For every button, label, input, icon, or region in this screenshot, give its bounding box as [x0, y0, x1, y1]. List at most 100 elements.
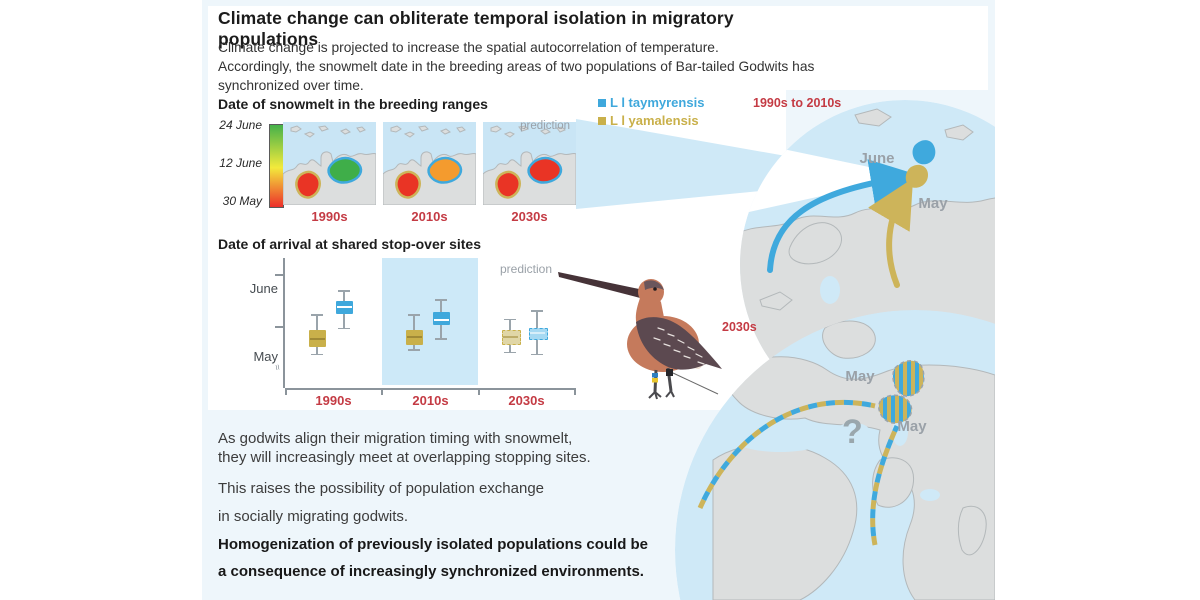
x-tick-4	[574, 388, 576, 395]
outro-line-1b: they will increasingly meet at overlappi…	[218, 449, 591, 466]
boxplot-box	[432, 312, 450, 326]
boxplot-median	[406, 336, 422, 339]
snowmelt-heading: Date of snowmelt in the breeding ranges	[218, 96, 488, 112]
boxplot-whisker-cap	[408, 349, 420, 351]
mixed-route-west	[697, 399, 876, 510]
mixed-route-south	[870, 424, 900, 546]
bird-band-yellow	[652, 378, 658, 383]
x-label-2030s: 2030s	[508, 393, 545, 408]
globe-top-may-label: May	[918, 195, 948, 212]
legend-label-yamalensis: L l yamalensis	[610, 113, 699, 128]
map-prediction-note: prediction	[520, 120, 570, 132]
intro-line-1: Climate change is projected to increase …	[218, 40, 719, 55]
boxplot-box	[528, 327, 548, 341]
scale-label-top: 24 June	[219, 118, 262, 132]
outro-line-3b: a consequence of increasingly synchroniz…	[218, 563, 644, 580]
yamalensis-range	[395, 170, 421, 199]
globe-bottom-may-label-2: May	[897, 418, 927, 435]
spotlight-wedge	[740, 140, 912, 214]
boxplot-whisker-cap	[531, 310, 543, 312]
globe-bottom	[675, 310, 995, 600]
bird-feet	[648, 390, 675, 400]
yamalensis-route-arrow	[868, 178, 914, 288]
globe-top-june-label: June	[859, 150, 895, 167]
boxplot-median	[336, 305, 352, 308]
bird-eye	[653, 287, 657, 291]
globe-top-period-label: 1990s to 2010s	[753, 96, 842, 110]
map-label-1990s: 1990s	[311, 209, 348, 224]
scale-label-mid: 12 June	[219, 156, 262, 170]
yamalensis-breeding-patch	[905, 164, 928, 188]
y-label-june: June	[249, 281, 278, 296]
globe-bottom-landmass	[712, 320, 995, 600]
arrival-boxplot	[285, 258, 575, 388]
mixed-breeding-patch-2	[878, 394, 913, 424]
boxplot-whisker-cap	[338, 290, 350, 292]
x-tick-3	[478, 388, 480, 395]
bird-bill	[558, 272, 644, 299]
bird-wing-speckles	[653, 327, 705, 365]
outro-line-2b: in socially migrating godwits.	[218, 508, 409, 525]
map-label-2030s: 2030s	[511, 209, 548, 224]
boxplot-whisker-cap	[435, 299, 447, 301]
plot-prediction-note: prediction	[499, 262, 552, 276]
y-tick-june	[275, 274, 283, 276]
y-axis	[283, 258, 285, 388]
yamalensis-range	[295, 170, 321, 199]
bird-tracker-antenna	[672, 372, 719, 395]
snowmelt-map-1990s	[283, 122, 376, 205]
map-label-2010s: 2010s	[411, 209, 448, 224]
arctic-islands	[290, 125, 366, 138]
outro-line-2a: This raises the possibility of populatio…	[218, 480, 545, 497]
intro-line-2: Accordingly, the snowmelt date in the br…	[218, 59, 815, 93]
x-label-1990s: 1990s	[315, 393, 352, 408]
question-mark: ?	[842, 413, 863, 451]
arrival-heading: Date of arrival at shared stop-over site…	[218, 236, 481, 252]
bird-crown	[644, 280, 664, 290]
outro-line-1a: As godwits align their migration timing …	[218, 430, 573, 447]
bird-tracker-tag	[666, 369, 673, 376]
mixed-breeding-patch-1	[892, 360, 925, 397]
snowmelt-color-scale	[269, 124, 284, 208]
panel-2030s	[478, 258, 575, 385]
globe-bottom-may-label-1: May	[845, 368, 875, 385]
taymyrensis-range	[427, 156, 463, 184]
boxplot-box	[335, 301, 353, 315]
boxplot-whisker-cap	[408, 314, 420, 316]
taymyrensis-breeding-patch	[912, 140, 936, 165]
bird-band-blue	[652, 373, 658, 378]
y-label-may: May	[253, 349, 278, 364]
legend-swatch-taymyrensis	[598, 99, 606, 107]
page-title: Climate change can obliterate temporal i…	[218, 8, 734, 49]
boxplot-whisker-cap	[338, 327, 350, 330]
boxplot-layer	[285, 258, 575, 388]
scale-label-bottom: 30 May	[222, 194, 262, 208]
boxplot-whisker-cap	[531, 353, 543, 356]
boxplot-whisker-cap	[504, 351, 516, 354]
boxplot-whisker-cap	[311, 353, 323, 356]
boxplot-whisker-cap	[311, 314, 323, 316]
boxplot-median	[433, 318, 449, 321]
taymyrensis-range	[527, 156, 563, 184]
y-tick-mid	[275, 326, 283, 328]
outro-line-3a: Homogenization of previously isolated po…	[218, 536, 649, 553]
x-axis	[285, 388, 576, 390]
legend-label-taymyrensis: L l taymyrensis	[610, 95, 705, 110]
yamalensis-range	[495, 170, 521, 199]
panel-1990s	[285, 258, 382, 385]
infographic-panel: Climate change can obliterate temporal i…	[202, 0, 995, 600]
x-tick-1	[285, 388, 287, 395]
snowmelt-map-2030s	[483, 122, 576, 205]
x-label-2010s: 2010s	[412, 393, 449, 408]
header-background	[208, 6, 988, 90]
godwit-illustration	[558, 272, 722, 400]
taymyrensis-range	[327, 156, 363, 184]
boxplot-whisker-cap	[504, 318, 516, 321]
panel-2010s-highlight	[382, 258, 478, 385]
snowmelt-map-2010s	[383, 122, 476, 205]
boxplot-median	[502, 336, 518, 339]
taymyrensis-route-arrow	[767, 159, 919, 273]
boxplot-median	[529, 331, 545, 334]
boxplot-whisker-cap	[435, 338, 447, 340]
